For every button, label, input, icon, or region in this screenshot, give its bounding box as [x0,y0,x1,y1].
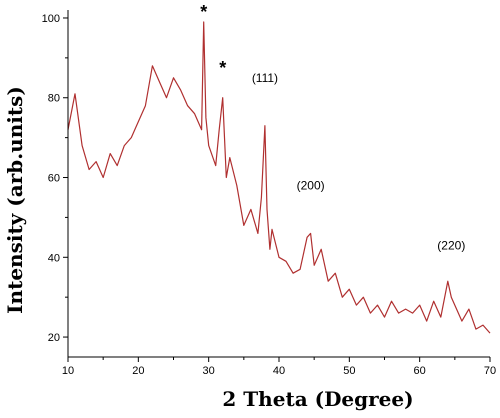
peak-index-annotation: (111) [252,71,278,85]
x-tick-label: 30 [203,365,215,377]
axis-layer: 10 20 30 40 50 60 70 20 40 60 80 100 [42,10,496,377]
peak-index-annotation: (200) [297,178,325,192]
plot-layer [67,21,491,334]
y-axis-title: Intensity (arb.units) [3,86,27,314]
peak-star-annotation: * [219,58,226,78]
x-tick-label: 20 [132,365,144,377]
series-line [67,21,491,334]
y-tick-label: 100 [42,13,60,25]
annotation-layer: * * (111) (200) (220) [200,2,465,252]
x-tick-label: 10 [62,365,74,377]
x-tick-label: 60 [414,365,426,377]
x-tick-label: 70 [484,365,496,377]
y-tick-label: 80 [48,93,60,105]
peak-index-annotation: (220) [437,238,465,252]
peak-star-annotation: * [200,2,207,22]
x-axis-title: 2 Theta (Degree) [222,387,413,411]
x-tick-label: 40 [273,365,285,377]
x-tick-label: 50 [343,365,355,377]
y-tick-label: 60 [48,173,60,185]
y-tick-label: 40 [48,252,60,264]
y-tick-label: 20 [48,332,60,344]
